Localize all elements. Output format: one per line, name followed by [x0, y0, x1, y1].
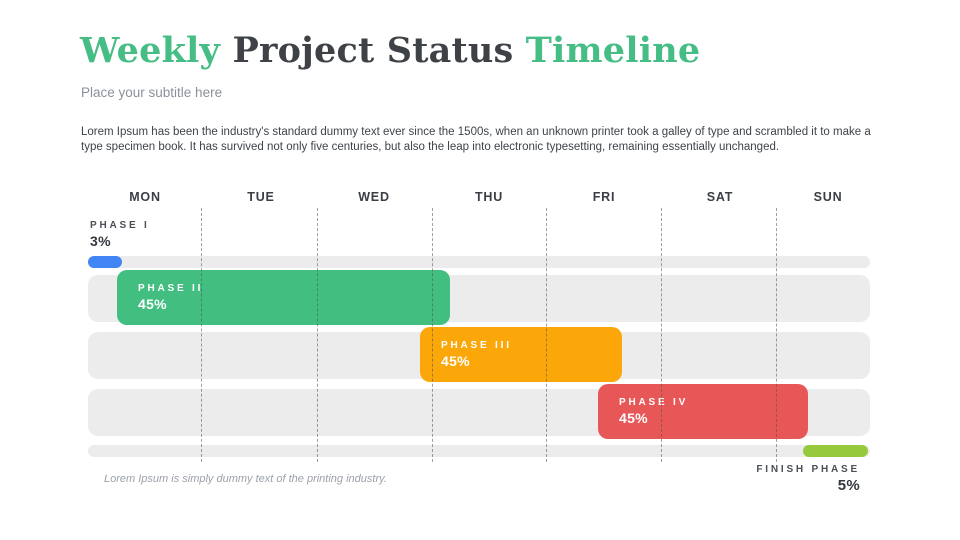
day-divider-line [201, 208, 202, 462]
timeline-chart: MON TUE WED THU FRI SAT SUN PHASE I 3% P… [86, 190, 872, 510]
day-divider-line [776, 208, 777, 462]
day-header-sun: SUN [813, 190, 843, 204]
day-divider-line [317, 208, 318, 462]
phase-1-percent: 3% [90, 233, 111, 249]
phase-4-name: PHASE IV [619, 397, 689, 408]
phase-4-percent: 45% [619, 410, 648, 426]
day-divider-line [546, 208, 547, 462]
day-divider-line [432, 208, 433, 462]
finish-phase-label-block: FINISH PHASE 5% [756, 464, 860, 494]
title-middle: Project Status [232, 30, 526, 71]
title-accent-weekly: Weekly [80, 30, 233, 71]
phase-1-name: PHASE I [90, 220, 150, 231]
day-divider-line [661, 208, 662, 462]
subtitle: Place your subtitle here [81, 85, 223, 100]
day-header-wed: WED [358, 190, 390, 204]
day-header-sat: SAT [706, 190, 734, 204]
body-paragraph: Lorem Ipsum has been the industry's stan… [81, 126, 871, 154]
phase-3-percent: 45% [441, 353, 470, 369]
day-header-fri: FRI [592, 190, 616, 204]
phase-3-name: PHASE III [441, 340, 512, 351]
finish-phase-percent: 5% [837, 477, 860, 494]
day-header-thu: THU [474, 190, 504, 204]
phase-4-bar: PHASE IV 45% [598, 384, 808, 439]
day-header-tue: TUE [247, 190, 275, 204]
phase-1-label-block: PHASE I 3% [90, 220, 150, 249]
page-title: Weekly Project Status Timeline [80, 30, 700, 71]
phase-2-percent: 45% [138, 296, 167, 312]
phase-3-bar: PHASE III 45% [420, 327, 622, 382]
day-header-mon: MON [129, 190, 161, 204]
finish-phase-bar [803, 445, 868, 457]
phase-2-bar: PHASE II 45% [117, 270, 450, 325]
title-accent-timeline: Timeline [525, 30, 701, 71]
footer-note: Lorem Ipsum is simply dummy text of the … [104, 473, 387, 485]
phase-2-name: PHASE II [138, 283, 204, 294]
phase-1-bar [88, 256, 122, 268]
track-finish-phase [88, 445, 870, 457]
track-phase-1 [88, 256, 870, 268]
finish-phase-name: FINISH PHASE [756, 464, 860, 475]
